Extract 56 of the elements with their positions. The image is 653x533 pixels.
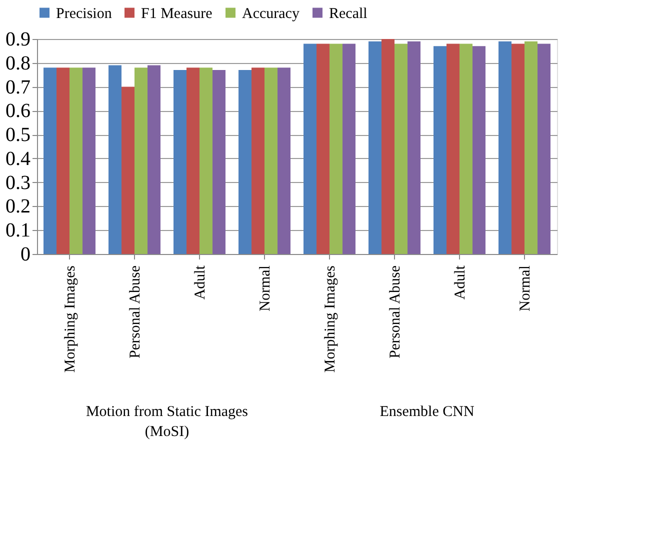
bar (56, 68, 70, 254)
bar (524, 41, 538, 254)
y-tick-label: 0.5 (6, 124, 30, 146)
bar (382, 39, 394, 254)
x-tick-label: Adult (192, 264, 208, 300)
bar (186, 68, 200, 254)
x-tick-label: Normal (258, 266, 274, 312)
y-tick-label: 0.1 (6, 220, 30, 242)
bar (304, 44, 316, 254)
x-tick-label: Adult (452, 264, 468, 300)
x-tick-label: Personal Abuse (128, 265, 144, 358)
bar (252, 68, 264, 254)
y-tick-label: 0 (20, 244, 30, 266)
y-tick-label: 0.2 (6, 196, 30, 218)
bar (82, 68, 96, 254)
y-tick-label: 0.4 (6, 148, 30, 170)
bar (512, 44, 524, 254)
legend-label: Accuracy (242, 6, 300, 22)
bar (330, 44, 342, 254)
bar (394, 44, 408, 254)
bar (316, 44, 330, 254)
x-tick-label: Normal (518, 266, 534, 312)
bar (238, 70, 252, 254)
x-tick-label: Morphing Images (322, 265, 338, 373)
bar (264, 68, 278, 254)
text: Ensemble CNN (380, 404, 474, 420)
bar (200, 68, 212, 254)
bar (498, 41, 512, 254)
y-tick-label: 0.8 (6, 52, 30, 74)
bar (174, 70, 186, 254)
y-tick-label: 0.6 (6, 100, 30, 122)
bar (108, 65, 122, 254)
bar (70, 68, 82, 254)
bar (44, 68, 56, 254)
bar (148, 65, 160, 254)
legend-label: Precision (56, 6, 112, 22)
bar (122, 86, 134, 254)
bar (408, 41, 420, 254)
x-tick-label: Personal Abuse (388, 265, 404, 358)
bar (212, 70, 226, 254)
bar (278, 68, 290, 254)
bar (446, 44, 460, 254)
y-tick-label: 0.9 (6, 28, 30, 50)
y-tick-label: 0.3 (6, 172, 30, 194)
bar (460, 44, 472, 254)
legend-label: F1 Measure (141, 6, 213, 22)
bar (134, 68, 148, 254)
bar (472, 46, 486, 254)
bar (434, 46, 446, 254)
bar (342, 44, 356, 254)
bar (538, 44, 550, 254)
text: Motion from Static Images (MoSI) (86, 404, 248, 440)
y-tick-label: 0.7 (6, 76, 30, 98)
x-tick-label: Morphing Images (62, 265, 78, 373)
legend-label: Recall (329, 6, 368, 22)
bar (368, 41, 382, 254)
